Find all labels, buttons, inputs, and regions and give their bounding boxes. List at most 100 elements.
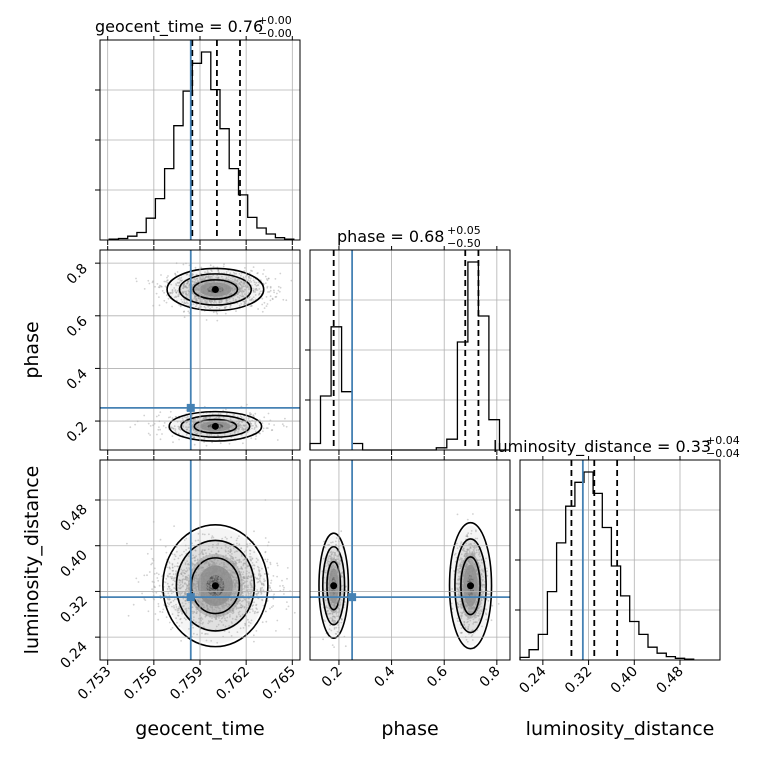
scatter-point — [175, 296, 178, 298]
scatter-point — [155, 415, 158, 418]
scatter-point — [257, 591, 260, 594]
scatter-point — [239, 426, 242, 428]
scatter-point — [181, 612, 184, 615]
scatter-point — [255, 430, 257, 433]
scatter-point — [169, 575, 172, 578]
scatter-point — [460, 614, 462, 617]
scatter-point — [191, 272, 194, 275]
scatter-point — [211, 555, 214, 558]
scatter-point — [252, 289, 255, 292]
scatter-point — [220, 562, 223, 564]
scatter-point — [225, 298, 228, 301]
scatter-point — [466, 548, 469, 551]
scatter-point — [197, 563, 199, 566]
scatter-point — [208, 578, 211, 581]
scatter-point — [476, 594, 479, 597]
scatter-point — [208, 581, 210, 583]
scatter-point — [469, 578, 472, 581]
scatter-point — [328, 560, 331, 563]
scatter-point — [206, 270, 209, 272]
scatter-point — [211, 564, 214, 567]
scatter-point — [215, 293, 218, 295]
scatter-point — [204, 593, 206, 595]
scatter-point — [333, 557, 335, 560]
scatter-point — [240, 604, 243, 607]
scatter-point — [213, 562, 216, 565]
scatter-point — [195, 577, 197, 580]
scatter-point — [210, 269, 213, 271]
scatter-point — [461, 615, 463, 617]
scatter-point — [202, 566, 205, 569]
scatter-point — [200, 601, 203, 604]
scatter-point — [252, 299, 255, 301]
scatter-point — [472, 599, 474, 601]
scatter-point — [207, 593, 209, 595]
scatter-point — [223, 601, 226, 603]
scatter-point — [467, 571, 470, 574]
scatter-point — [214, 600, 217, 603]
scatter-point — [192, 419, 195, 422]
scatter-point — [242, 599, 244, 602]
scatter-point — [223, 282, 225, 285]
scatter-point — [185, 570, 188, 573]
scatter-point — [335, 543, 337, 546]
contour — [180, 414, 251, 439]
scatter-point — [345, 585, 347, 588]
scatter-point — [203, 295, 206, 298]
scatter-point — [257, 611, 259, 614]
scatter-point — [202, 584, 205, 586]
scatter-point — [226, 301, 228, 304]
scatter-point — [461, 583, 464, 586]
scatter-point — [229, 574, 232, 576]
scatter-point — [156, 283, 159, 285]
scatter-point — [212, 430, 215, 433]
scatter-point — [231, 279, 234, 281]
scatter-point — [467, 588, 470, 591]
scatter-point — [195, 580, 198, 583]
scatter-point — [154, 586, 157, 589]
scatter-point — [326, 606, 329, 609]
scatter-point — [230, 621, 233, 623]
scatter-point — [161, 433, 163, 435]
scatter-point — [213, 616, 216, 619]
scatter-point — [166, 279, 169, 281]
scatter-point — [335, 537, 338, 539]
scatter-point — [328, 580, 331, 583]
scatter-point — [467, 558, 470, 561]
scatter-point — [168, 621, 171, 624]
scatter-point — [450, 602, 453, 605]
scatter-point — [220, 583, 223, 586]
scatter-point — [457, 606, 460, 609]
scatter-point — [464, 580, 467, 582]
scatter-point — [471, 639, 474, 641]
scatter-point — [251, 608, 254, 610]
scatter-point — [332, 580, 335, 582]
scatter-point — [250, 559, 253, 562]
scatter-point — [204, 633, 207, 635]
scatter-point — [226, 579, 229, 582]
scatter-point — [206, 560, 209, 562]
scatter-point — [471, 607, 474, 609]
scatter-point — [241, 291, 243, 293]
scatter-point — [235, 539, 238, 542]
scatter-point — [475, 568, 477, 571]
scatter-point — [184, 576, 187, 578]
scatter-point — [236, 428, 238, 430]
scatter-point — [254, 421, 257, 424]
scatter-point — [336, 600, 339, 602]
scatter-point — [224, 577, 227, 579]
scatter-point — [475, 588, 478, 591]
scatter-point — [216, 274, 219, 277]
scatter-point — [222, 265, 225, 268]
scatter-point — [222, 624, 225, 626]
scatter-point — [205, 293, 208, 296]
scatter-point — [469, 565, 472, 567]
scatter-point — [477, 614, 480, 617]
scatter-point — [286, 601, 288, 603]
scatter-point — [217, 568, 220, 570]
scatter-point — [197, 583, 200, 586]
scatter-point — [473, 555, 476, 558]
scatter-point — [197, 532, 200, 535]
scatter-point — [188, 628, 190, 630]
scatter-point — [205, 613, 208, 616]
